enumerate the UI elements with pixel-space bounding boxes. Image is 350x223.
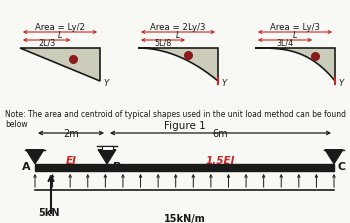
- Text: Area = 2Ly/3: Area = 2Ly/3: [150, 23, 206, 32]
- Text: 5L/8: 5L/8: [154, 39, 172, 48]
- Text: A: A: [22, 163, 31, 173]
- Text: Y: Y: [338, 79, 343, 88]
- Text: Area = Ly/3: Area = Ly/3: [270, 23, 320, 32]
- Polygon shape: [255, 48, 335, 81]
- Text: 6m: 6m: [213, 129, 228, 139]
- Text: L: L: [176, 31, 180, 40]
- Bar: [35, 164, 334, 171]
- Text: Y: Y: [221, 79, 226, 88]
- Polygon shape: [98, 150, 116, 164]
- Text: L: L: [293, 31, 297, 40]
- Text: 1.5EI: 1.5EI: [206, 156, 235, 166]
- Text: Area = Ly/2: Area = Ly/2: [35, 23, 85, 32]
- Text: 5kN: 5kN: [38, 208, 60, 218]
- Text: 2L/3: 2L/3: [38, 39, 55, 48]
- Text: 2m: 2m: [63, 129, 79, 139]
- Text: 3L/4: 3L/4: [276, 39, 294, 48]
- Text: C: C: [338, 163, 346, 173]
- Text: L: L: [58, 31, 62, 40]
- Polygon shape: [325, 150, 343, 164]
- Text: EI: EI: [65, 156, 77, 166]
- Text: Figure 1: Figure 1: [164, 121, 206, 131]
- Text: 15kN/m: 15kN/m: [164, 214, 206, 223]
- Text: Note: The area and centroid of typical shapes used in the unit load method can b: Note: The area and centroid of typical s…: [5, 110, 346, 129]
- Polygon shape: [26, 150, 44, 164]
- Bar: [102, 146, 112, 150]
- Polygon shape: [20, 48, 100, 81]
- Polygon shape: [138, 48, 218, 81]
- Text: B: B: [113, 163, 121, 173]
- Text: Y: Y: [103, 79, 108, 88]
